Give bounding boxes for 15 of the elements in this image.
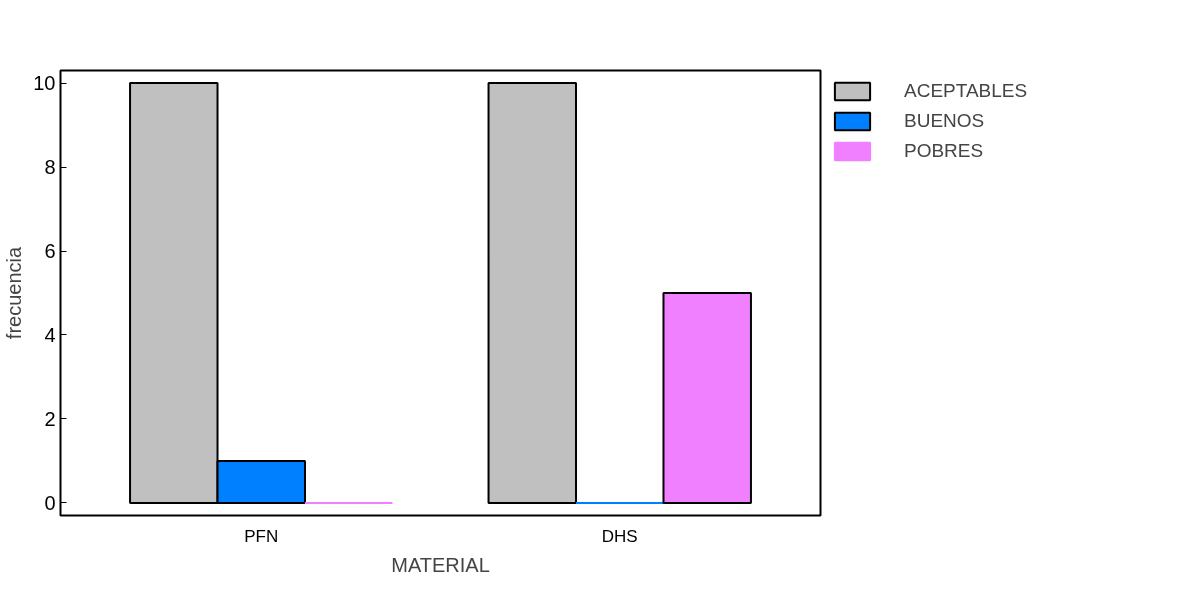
y-tick-label: 2 [44,407,56,430]
x-axis-title: MATERIAL [391,553,490,576]
y-tick-label: 8 [44,156,56,179]
y-tick-label: 4 [44,323,56,346]
legend-label: POBRES [904,140,984,162]
x-tick-label: PFN [244,526,279,546]
bar [662,292,752,504]
y-tick-label: 6 [44,240,56,263]
x-tick-label: DHS [601,526,638,546]
y-tick-label: 0 [44,491,56,514]
y-axis-title: frecuencia [3,245,26,340]
bar [487,82,578,504]
y-tick-label: 10 [33,72,56,95]
legend-label: ACEPTABLES [904,80,1028,102]
legend-label: BUENOS [904,110,985,132]
